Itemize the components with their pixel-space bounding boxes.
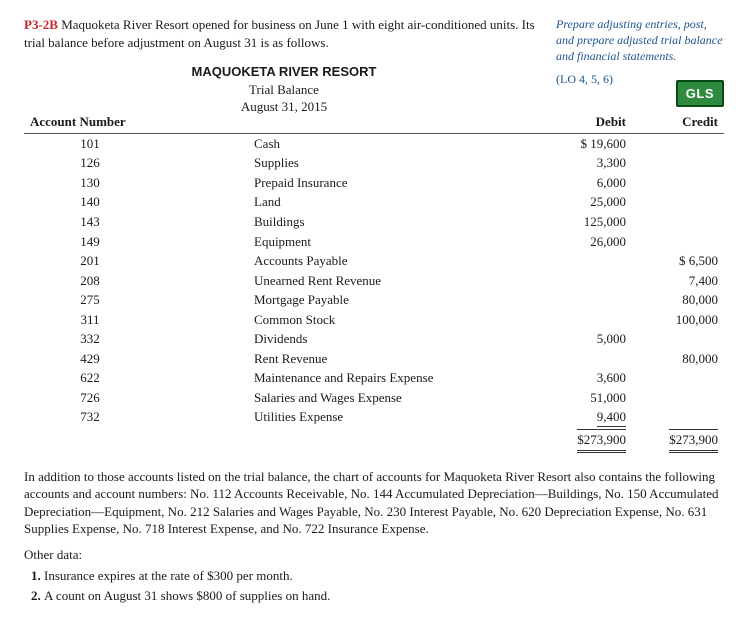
cell-credit: [632, 153, 724, 173]
cell-acctname: Cash: [248, 133, 540, 153]
cell-acctname: Supplies: [248, 153, 540, 173]
cell-credit: [632, 388, 724, 408]
cell-acctname: Buildings: [248, 212, 540, 232]
cell-acctnum: 429: [24, 349, 156, 369]
col-credit: Credit: [632, 111, 724, 133]
cell-credit: [632, 232, 724, 252]
problem-number: P3-2B: [24, 17, 58, 32]
cell-credit: 80,000: [632, 349, 724, 369]
table-row: 126 Supplies3,300: [24, 153, 724, 173]
gls-badge: GLS: [676, 80, 724, 108]
cell-acctnum: 275: [24, 290, 156, 310]
list-item: Insurance expires at the rate of $300 pe…: [44, 567, 724, 585]
cell-acctnum: 143: [24, 212, 156, 232]
total-debit: $273,900: [577, 429, 626, 453]
side-note-text: Prepare adjusting entries, post, and pre…: [556, 16, 724, 65]
cell-credit: [632, 133, 724, 153]
cell-credit: [632, 173, 724, 193]
cell-acctnum: 208: [24, 271, 156, 291]
cell-debit: 51,000: [540, 388, 632, 408]
cell-acctname: Common Stock: [248, 310, 540, 330]
trial-balance-table: Account Number Debit Credit 101Cash$ 19,…: [24, 111, 724, 453]
cell-acctname: Equipment: [248, 232, 540, 252]
total-credit: $273,900: [669, 429, 718, 453]
cell-debit: [540, 310, 632, 330]
table-row: 208 Unearned Rent Revenue 7,400: [24, 271, 724, 291]
cell-credit: 100,000: [632, 310, 724, 330]
cell-acctname: Dividends: [248, 329, 540, 349]
cell-debit: 5,000: [540, 329, 632, 349]
list-item: A count on August 31 shows $800 of suppl…: [44, 587, 724, 605]
cell-credit: [632, 212, 724, 232]
other-data-label: Other data:: [24, 546, 724, 564]
statement-title: Trial Balance: [24, 81, 544, 99]
cell-credit: [632, 329, 724, 349]
cell-acctnum: 311: [24, 310, 156, 330]
cell-acctname: Salaries and Wages Expense: [248, 388, 540, 408]
cell-debit: 3,600: [540, 368, 632, 388]
cell-credit: [632, 368, 724, 388]
company-name: MAQUOKETA RIVER RESORT: [24, 63, 544, 81]
table-row: 732 Utilities Expense9,400: [24, 407, 724, 428]
cell-acctnum: 332: [24, 329, 156, 349]
table-row: 429 Rent Revenue 80,000: [24, 349, 724, 369]
cell-acctnum: 126: [24, 153, 156, 173]
cell-debit: 3,300: [540, 153, 632, 173]
cell-acctnum: 201: [24, 251, 156, 271]
cell-acctname: Unearned Rent Revenue: [248, 271, 540, 291]
cell-acctname: Land: [248, 192, 540, 212]
cell-acctnum: 149: [24, 232, 156, 252]
table-row: 149 Equipment26,000: [24, 232, 724, 252]
cell-credit: 7,400: [632, 271, 724, 291]
problem-intro: Maquoketa River Resort opened for busine…: [24, 17, 535, 50]
cell-debit: 26,000: [540, 232, 632, 252]
cell-debit: 25,000: [540, 192, 632, 212]
cell-credit: [632, 192, 724, 212]
cell-acctnum: 732: [24, 407, 156, 428]
table-row: 201 Accounts Payable $ 6,500: [24, 251, 724, 271]
cell-debit: [540, 349, 632, 369]
table-row: 332 Dividends5,000: [24, 329, 724, 349]
cell-debit: $ 19,600: [540, 133, 632, 153]
cell-debit: 6,000: [540, 173, 632, 193]
cell-credit: [632, 407, 724, 428]
cell-acctnum: 622: [24, 368, 156, 388]
cell-debit: 9,400: [540, 407, 632, 428]
cell-debit: [540, 290, 632, 310]
cell-credit: 80,000: [632, 290, 724, 310]
cell-acctnum: 130: [24, 173, 156, 193]
cell-debit: [540, 251, 632, 271]
table-row: 140 Land25,000: [24, 192, 724, 212]
cell-acctname: Utilities Expense: [248, 407, 540, 428]
cell-acctname: Maintenance and Repairs Expense: [248, 368, 540, 388]
table-row: 622 Maintenance and Repairs Expense3,600: [24, 368, 724, 388]
additional-accounts: In addition to those accounts listed on …: [24, 468, 724, 538]
cell-debit: [540, 271, 632, 291]
table-row: 311 Common Stock 100,000: [24, 310, 724, 330]
other-data-list: Insurance expires at the rate of $300 pe…: [24, 567, 724, 604]
table-row: 726 Salaries and Wages Expense51,000: [24, 388, 724, 408]
cell-acctnum: 140: [24, 192, 156, 212]
table-row: 275 Mortgage Payable 80,000: [24, 290, 724, 310]
cell-acctname: Mortgage Payable: [248, 290, 540, 310]
col-debit: Debit: [540, 111, 632, 133]
side-note: Prepare adjusting entries, post, and pre…: [556, 16, 724, 87]
cell-acctname: Accounts Payable: [248, 251, 540, 271]
cell-acctname: Rent Revenue: [248, 349, 540, 369]
table-row: 130 Prepaid Insurance6,000: [24, 173, 724, 193]
cell-credit: $ 6,500: [632, 251, 724, 271]
cell-acctnum: 101: [24, 133, 156, 153]
trial-balance-header: MAQUOKETA RIVER RESORT Trial Balance Aug…: [24, 63, 544, 116]
table-row: 101 Cash$ 19,600: [24, 133, 724, 153]
cell-acctnum: 726: [24, 388, 156, 408]
table-row: 143 Buildings125,000: [24, 212, 724, 232]
cell-acctname: Prepaid Insurance: [248, 173, 540, 193]
cell-debit: 125,000: [540, 212, 632, 232]
